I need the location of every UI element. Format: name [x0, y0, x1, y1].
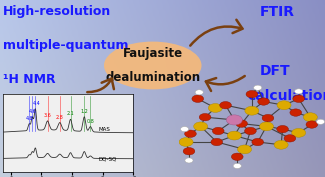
Text: FTIR: FTIR: [260, 5, 295, 19]
Circle shape: [220, 102, 231, 109]
Text: 4.4: 4.4: [32, 101, 40, 109]
Text: MAS: MAS: [98, 127, 110, 132]
Circle shape: [179, 138, 193, 146]
Circle shape: [277, 101, 291, 110]
Circle shape: [236, 120, 248, 127]
Text: ¹H NMR: ¹H NMR: [3, 73, 56, 85]
Circle shape: [252, 138, 264, 146]
Circle shape: [254, 85, 262, 90]
Circle shape: [284, 135, 296, 142]
Text: 3.6: 3.6: [44, 113, 51, 121]
Circle shape: [245, 106, 259, 115]
Circle shape: [303, 113, 318, 122]
FancyArrowPatch shape: [87, 79, 114, 92]
Circle shape: [259, 122, 274, 131]
Circle shape: [194, 122, 208, 131]
Ellipse shape: [104, 42, 202, 89]
Text: 4.6: 4.6: [29, 109, 37, 117]
Circle shape: [306, 121, 318, 128]
Circle shape: [246, 90, 258, 98]
Circle shape: [192, 95, 203, 102]
Circle shape: [226, 115, 242, 125]
Text: 4.8: 4.8: [26, 116, 34, 124]
Circle shape: [258, 98, 269, 105]
Circle shape: [195, 90, 203, 95]
Circle shape: [199, 113, 211, 121]
Circle shape: [294, 89, 303, 94]
Circle shape: [227, 131, 241, 140]
FancyArrowPatch shape: [190, 20, 242, 46]
Text: High-resolution: High-resolution: [3, 5, 111, 18]
Circle shape: [211, 138, 223, 146]
Circle shape: [274, 140, 288, 149]
Text: 1.2: 1.2: [80, 109, 88, 117]
Text: 2.1: 2.1: [67, 112, 74, 119]
Circle shape: [183, 148, 195, 155]
Circle shape: [233, 163, 241, 169]
Circle shape: [293, 95, 305, 102]
Text: multiple-quantum: multiple-quantum: [3, 39, 129, 52]
Circle shape: [213, 127, 224, 135]
Circle shape: [231, 153, 243, 160]
Text: Faujasite: Faujasite: [123, 47, 183, 60]
Circle shape: [317, 119, 325, 124]
Text: dealumination: dealumination: [105, 71, 200, 84]
Text: calculations: calculations: [247, 88, 325, 102]
Circle shape: [185, 158, 193, 163]
Circle shape: [262, 114, 274, 122]
Circle shape: [245, 127, 256, 135]
Circle shape: [290, 109, 302, 116]
Circle shape: [277, 125, 289, 133]
Text: DFT: DFT: [260, 64, 291, 78]
Circle shape: [180, 127, 189, 132]
Text: 0.8: 0.8: [86, 119, 94, 127]
Circle shape: [238, 145, 252, 154]
FancyArrowPatch shape: [206, 76, 245, 91]
Text: DQ-SQ: DQ-SQ: [98, 157, 116, 162]
Circle shape: [208, 104, 222, 112]
Text: 2.8: 2.8: [56, 115, 64, 122]
Circle shape: [185, 130, 196, 137]
Circle shape: [292, 128, 306, 137]
